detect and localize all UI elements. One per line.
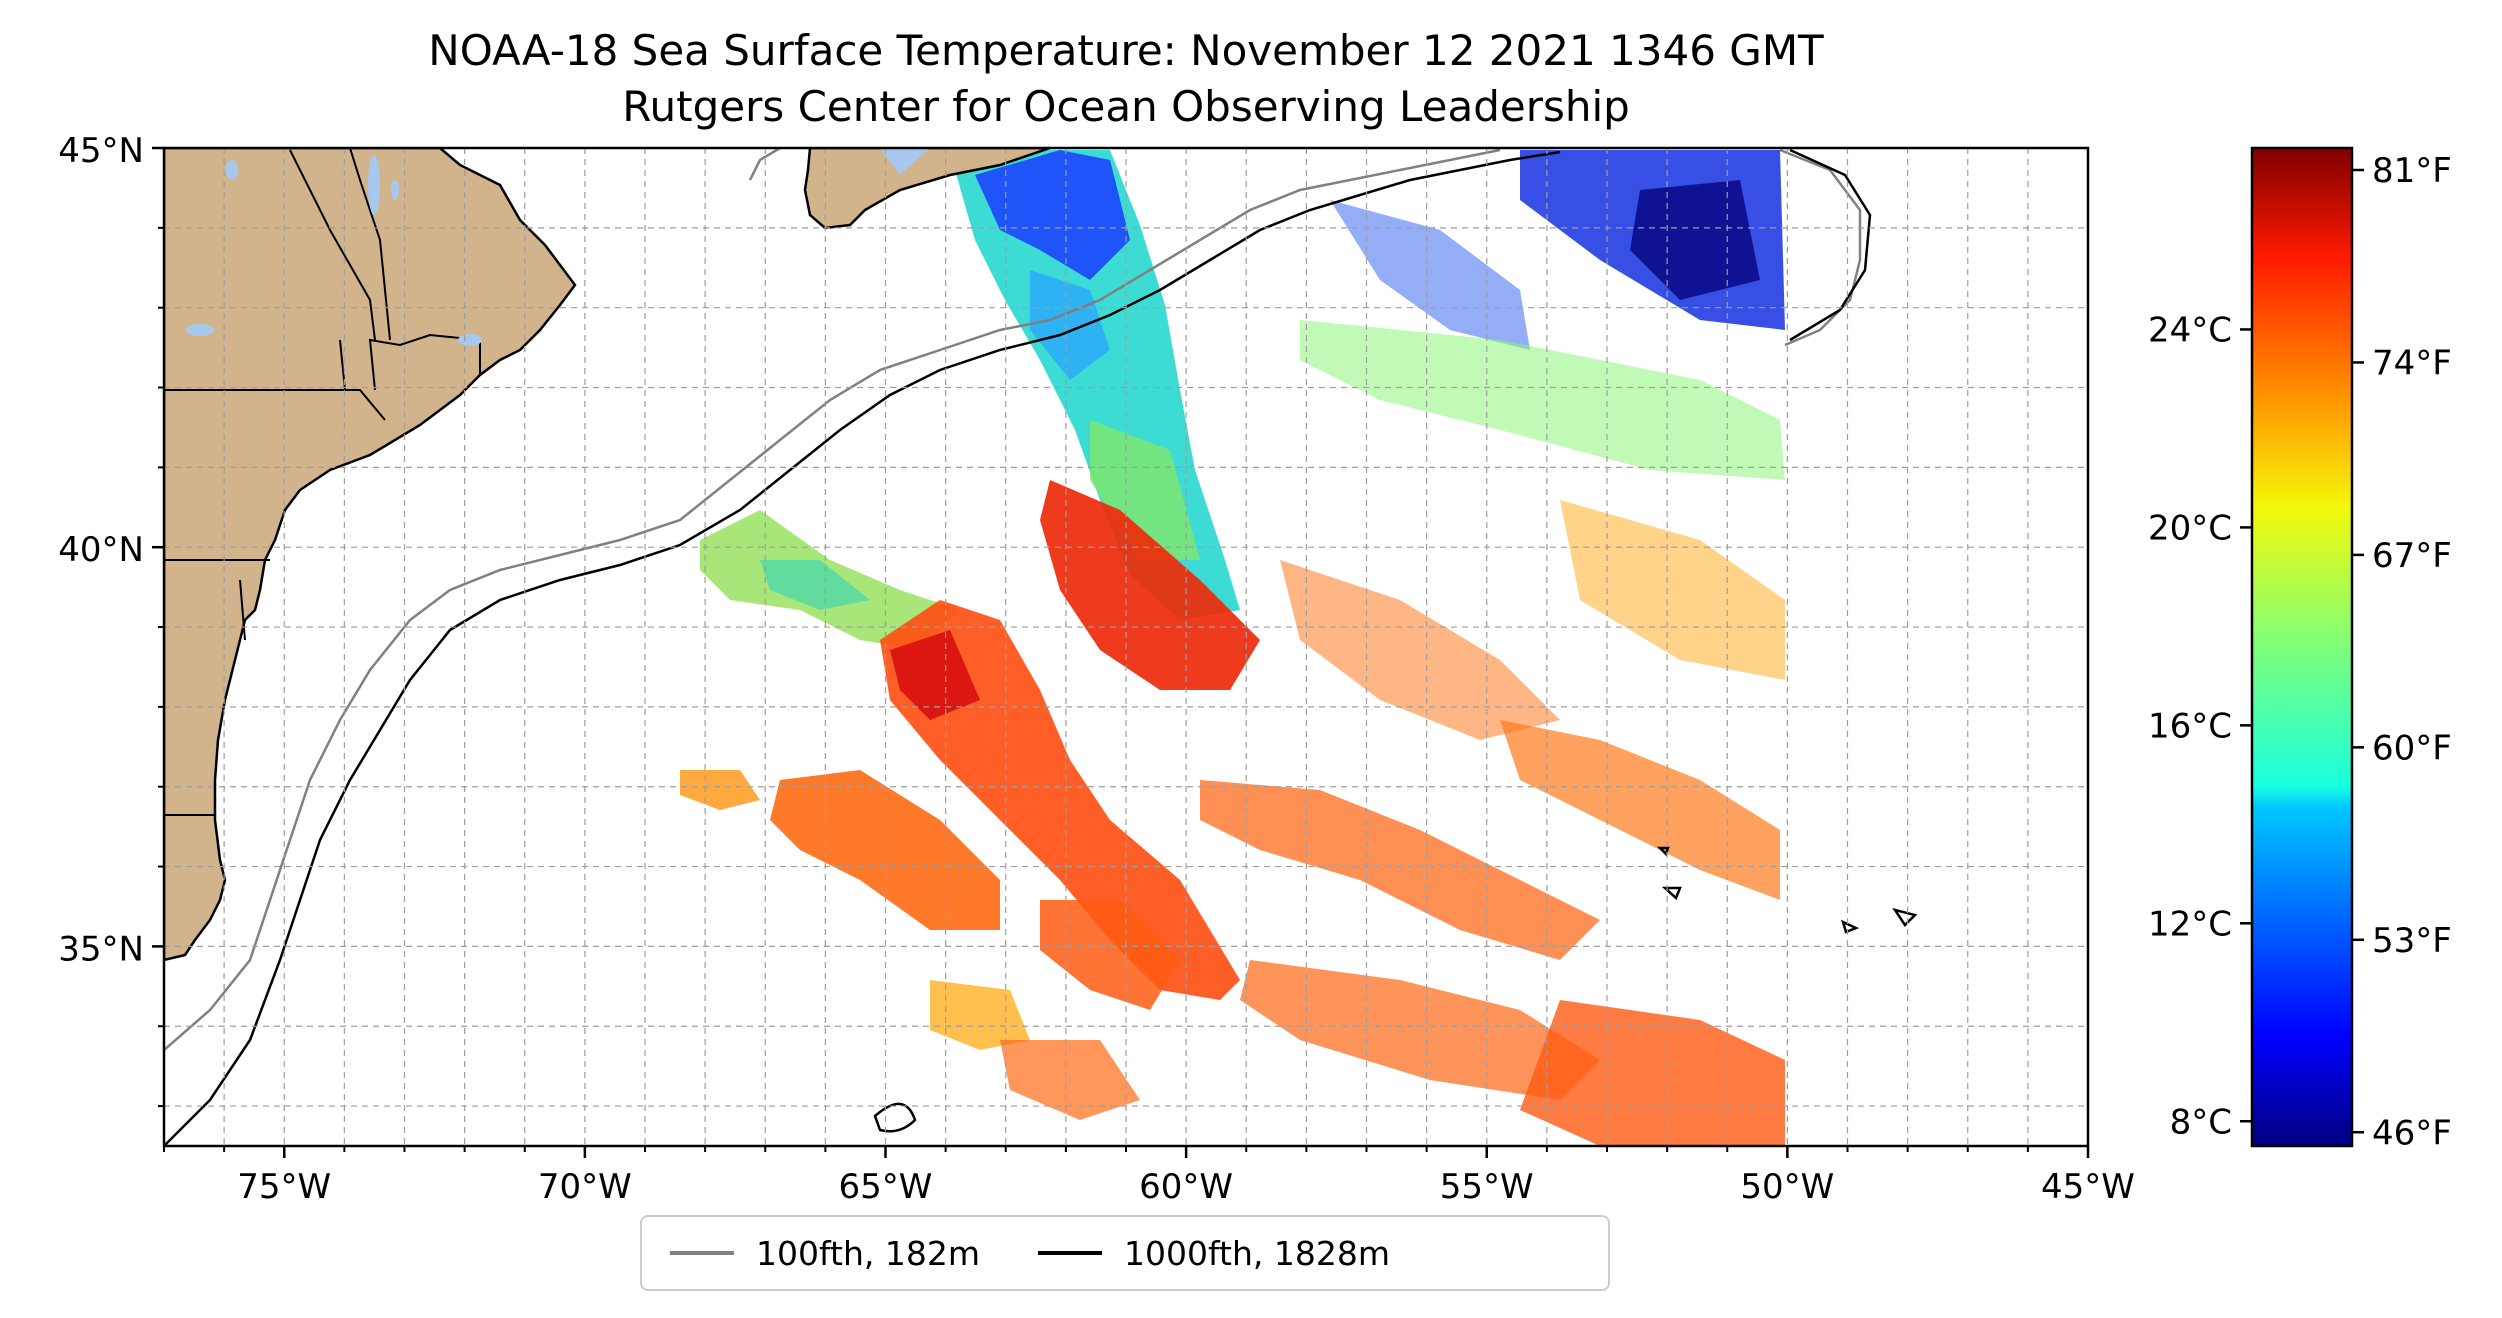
colorbar-fahrenheit-label: 81°F (2372, 151, 2452, 191)
colorbar-fahrenheit-label: 53°F (2372, 921, 2452, 961)
lon-tick-label: 65°W (839, 1167, 933, 1207)
colorbar-celsius-axis: 8°C 12°C 16°C 20°C 24°C (2148, 310, 2252, 1142)
colorbar-celsius-label: 8°C (2170, 1102, 2232, 1142)
colorbar-fahrenheit-label: 74°F (2372, 343, 2452, 383)
lon-tick-label: 60°W (1139, 1167, 1233, 1207)
colorbar-celsius-label: 20°C (2148, 508, 2232, 548)
lon-tick-label: 50°W (1740, 1167, 1834, 1207)
inland-water (186, 148, 930, 346)
colorbar-fahrenheit-label: 46°F (2372, 1113, 2452, 1153)
contour-100fth (164, 148, 1862, 1051)
lon-axis: 75°W 70°W 65°W 60°W 55°W 50°W 45°W (163, 1146, 2135, 1207)
legend-label-1000fth: 1000fth, 1828m (1124, 1233, 1390, 1273)
contour-1000fth (164, 148, 1918, 1146)
land (164, 148, 1051, 962)
lon-tick-label: 55°W (1440, 1167, 1534, 1207)
state-borders (164, 148, 481, 816)
lat-axis: 45°N 40°N 35°N (58, 131, 164, 1108)
map-subtitle: Rutgers Center for Ocean Observing Leade… (622, 82, 1630, 131)
lon-tick-label: 70°W (538, 1167, 632, 1207)
colorbar (2250, 146, 2354, 1148)
lat-tick-label: 45°N (58, 131, 144, 171)
legend-label-100fth: 100fth, 182m (756, 1233, 980, 1273)
lat-tick-label: 35°N (58, 929, 144, 969)
legend-item-100fth: 100fth, 182m (642, 1234, 980, 1273)
lon-tick-label: 45°W (2041, 1167, 2135, 1207)
sst-layer (680, 150, 1785, 1146)
colorbar-fahrenheit-axis: 46°F 53°F 60°F 67°F 74°F 81°F (2352, 151, 2452, 1153)
colorbar-celsius-label: 24°C (2148, 310, 2232, 350)
map-area (164, 148, 2088, 1146)
colorbar-fahrenheit-label: 67°F (2372, 536, 2452, 576)
legend-line-100fth (670, 1251, 734, 1255)
gridlines (164, 148, 2088, 1146)
legend-item-1000fth: 1000fth, 1828m (1010, 1234, 1390, 1273)
legend: 100fth, 182m 1000fth, 1828m (640, 1215, 1610, 1291)
map-title: NOAA-18 Sea Surface Temperature: Novembe… (428, 26, 1824, 75)
colorbar-celsius-label: 12°C (2148, 904, 2232, 944)
lat-tick-label: 40°N (58, 530, 144, 570)
colorbar-celsius-label: 16°C (2148, 706, 2232, 746)
lon-tick-label: 75°W (237, 1167, 331, 1207)
colorbar-fahrenheit-label: 60°F (2372, 728, 2452, 768)
legend-line-1000fth (1038, 1251, 1102, 1255)
